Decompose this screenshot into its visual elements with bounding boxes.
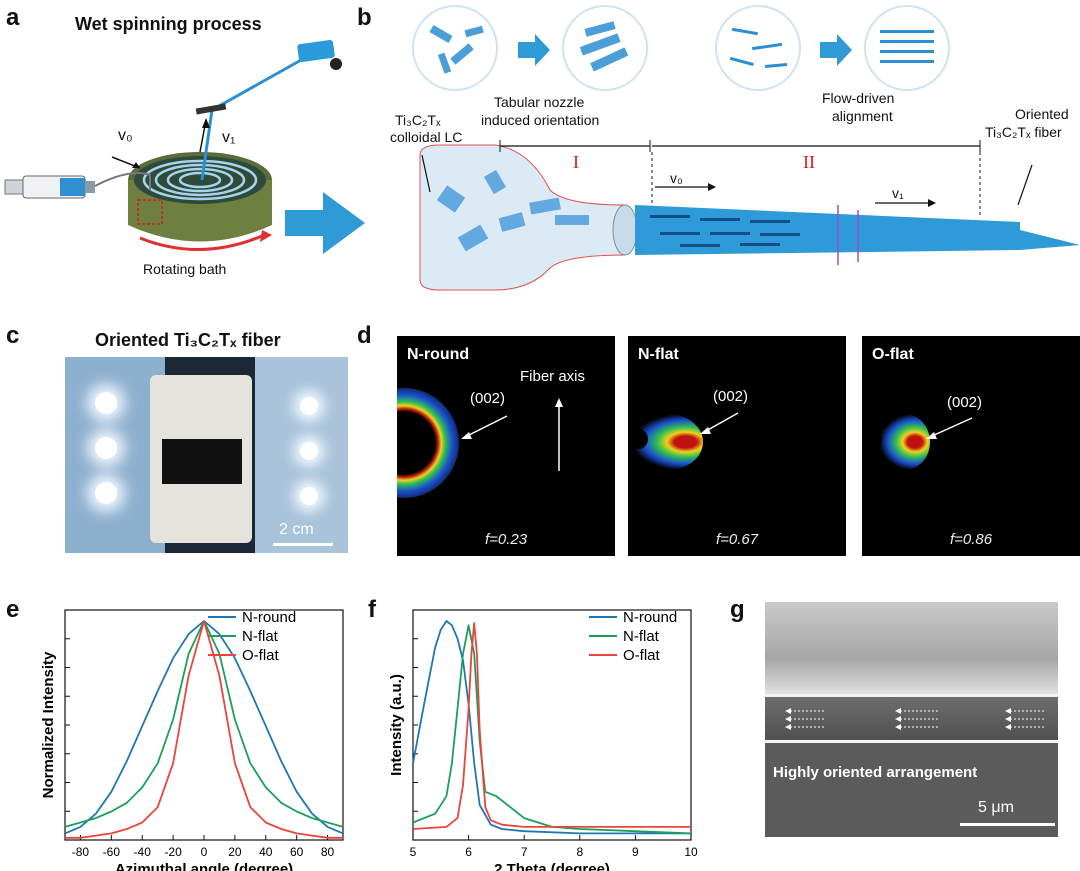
x-tick-label: 20 bbox=[228, 845, 242, 859]
rotating-bath-label: Rotating bath bbox=[143, 261, 227, 277]
x-tick-label: 60 bbox=[290, 845, 304, 859]
x-tick-label: 40 bbox=[259, 845, 273, 859]
lc-label-1: Ti₃C₂Tₓ bbox=[395, 112, 441, 128]
b-v0-label: v₀ bbox=[670, 170, 683, 186]
x-axis-label: Azimuthal angle (degree) bbox=[115, 861, 293, 871]
chart-e: -80 -60 -40 -20 0 20 40 60 80 Azimuthal angle (de… bbox=[40, 609, 344, 871]
x-tick-label: 10 bbox=[684, 845, 698, 859]
x-tick-label: 80 bbox=[321, 845, 335, 859]
series-line-n-round bbox=[64, 620, 344, 835]
legend-entry-n-round: N-round bbox=[242, 609, 296, 626]
xrd-image-n-flat: N-flat (002) f=0.67 bbox=[628, 336, 846, 556]
x-tick-label: 5 bbox=[410, 845, 417, 859]
y-axis-label: Intensity (a.u.) bbox=[388, 674, 405, 776]
y-axis-label: Normalized Intensity bbox=[40, 651, 57, 798]
panel-a-title: Wet spinning process bbox=[75, 14, 262, 34]
panel-g-label: g bbox=[730, 596, 745, 623]
nozzle-label-1: Tabular nozzle bbox=[494, 94, 585, 110]
scale-bar-g bbox=[960, 823, 1055, 826]
v1-label: v₁ bbox=[222, 129, 236, 146]
xrd-name-n-round: N-round bbox=[407, 346, 470, 363]
fiber-photo: 2 cm bbox=[65, 357, 348, 553]
fiber-label-1: Oriented bbox=[1015, 106, 1069, 122]
legend-entry-o-flat: O-flat bbox=[242, 647, 280, 664]
scale-text-c: 2 cm bbox=[279, 521, 314, 538]
xrd-arrows-2 bbox=[700, 412, 739, 434]
panel-c-label: c bbox=[6, 322, 20, 349]
sem-image: Highly oriented arrangement 5 μm bbox=[765, 602, 1058, 837]
f-value-n-flat: f=0.67 bbox=[715, 531, 759, 548]
x-tick-label: 8 bbox=[576, 845, 583, 859]
fiber-axis-label: Fiber axis bbox=[520, 368, 586, 385]
xrd-image-o-flat: O-flat (002) f=0.86 bbox=[862, 336, 1080, 556]
peak-label-2: (002) bbox=[713, 388, 749, 405]
series-line-n-flat bbox=[64, 620, 344, 828]
x-tick-label: 6 bbox=[465, 845, 472, 859]
xrd-image-n-round: N-round (002) Fiber axis f=0.23 bbox=[397, 336, 615, 556]
peak-label-1: (002) bbox=[470, 390, 506, 407]
panel-c-title: Oriented Ti₃C₂Tₓ fiber bbox=[95, 330, 281, 350]
legend-entry-n-flat: N-flat bbox=[242, 628, 279, 645]
chart-f: 5 6 7 8 9 10 2 Theta (degree) Intensity (a.u.) N… bbox=[388, 609, 698, 871]
xrd-arrows-3 bbox=[926, 417, 973, 439]
panel-f-label: f bbox=[368, 596, 376, 623]
x-tick-label: 0 bbox=[201, 845, 208, 859]
x-axis-label: 2 Theta (degree) bbox=[494, 861, 610, 871]
flow-label-1: Flow-driven bbox=[822, 90, 895, 106]
x-tick-label: -20 bbox=[164, 845, 182, 859]
panel-a-label: a bbox=[6, 4, 20, 31]
xrd-name-n-flat: N-flat bbox=[638, 346, 679, 363]
region-2-label: II bbox=[803, 152, 815, 172]
panel-d-label: d bbox=[357, 322, 372, 349]
sem-caption: Highly oriented arrangement bbox=[773, 764, 978, 781]
legend-entry-n-round: N-round bbox=[623, 609, 677, 626]
scale-bar-c bbox=[273, 543, 333, 546]
xrd-name-o-flat: O-flat bbox=[872, 346, 914, 363]
peak-label-3: (002) bbox=[947, 394, 983, 411]
alignment-arrows bbox=[785, 708, 1045, 730]
plot-frame bbox=[64, 609, 344, 841]
v0-label: v₀ bbox=[118, 127, 133, 144]
b-v1-label: v₁ bbox=[892, 185, 904, 201]
xrd-arrows-1 bbox=[461, 398, 563, 471]
scale-text-g: 5 μm bbox=[978, 799, 1014, 816]
x-tick-label: -80 bbox=[72, 845, 90, 859]
fiber-label-2: Ti₃C₂Tₓ fiber bbox=[985, 124, 1062, 140]
panel-e-label: e bbox=[6, 596, 20, 623]
panel-b-label: b bbox=[357, 4, 372, 31]
series-line-o-flat bbox=[412, 622, 691, 830]
x-tick-label: 9 bbox=[632, 845, 639, 859]
legend-entry-n-flat: N-flat bbox=[623, 628, 660, 645]
flow-label-2: alignment bbox=[832, 108, 893, 124]
f-value-n-round: f=0.23 bbox=[484, 531, 528, 548]
nozzle-illustration bbox=[412, 5, 1080, 291]
legend-entry-o-flat: O-flat bbox=[623, 647, 661, 664]
x-tick-label: 7 bbox=[521, 845, 528, 859]
process-arrow bbox=[285, 192, 365, 254]
x-tick-label: -40 bbox=[134, 845, 152, 859]
wet-spinning-illustration bbox=[4, 40, 342, 251]
x-tick-label: -60 bbox=[103, 845, 121, 859]
lc-label-2: colloidal LC bbox=[390, 129, 463, 145]
f-value-o-flat: f=0.86 bbox=[949, 531, 993, 548]
nozzle-label-2: induced orientation bbox=[481, 112, 600, 128]
region-1-label: I bbox=[573, 152, 579, 172]
series-line-o-flat bbox=[65, 620, 343, 839]
